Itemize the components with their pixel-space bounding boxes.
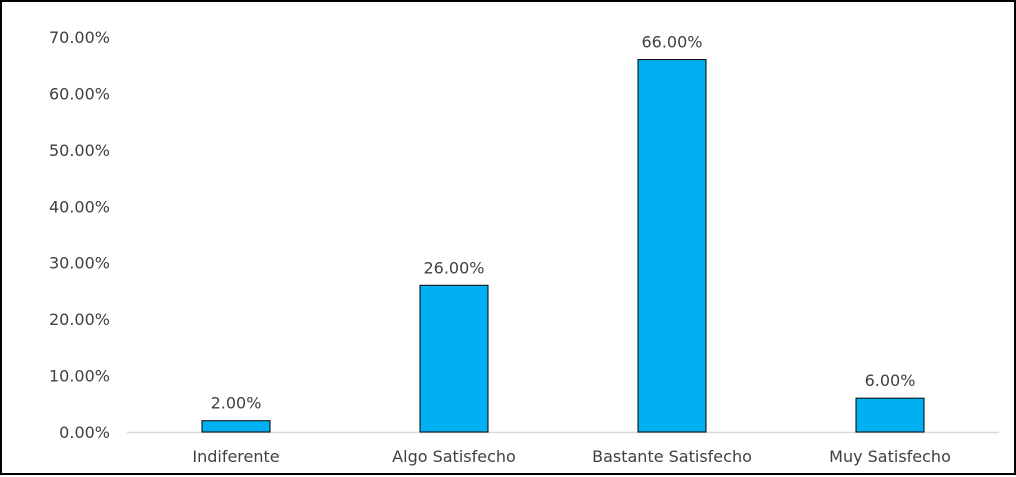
y-tick-label: 30.00% [49, 254, 110, 273]
y-tick-label: 20.00% [49, 310, 110, 329]
y-tick-label: 40.00% [49, 197, 110, 216]
y-axis-ticks: 0.00% 10.00% 20.00% 30.00% 40.00% 50.00% 60.00… [49, 28, 110, 442]
data-label: 26.00% [423, 258, 484, 277]
y-tick-label: 50.00% [49, 141, 110, 160]
bar [419, 284, 489, 433]
x-tick-label: Bastante Satisfecho [592, 447, 752, 466]
x-axis-category-labels: Indiferente Algo Satisfecho Bastante Satis… [192, 447, 950, 466]
x-tick-label: Indiferente [192, 447, 279, 466]
bar [637, 59, 707, 433]
y-tick-label: 70.00% [49, 28, 110, 47]
x-tick-label: Muy Satisfecho [829, 447, 951, 466]
data-label: 66.00% [641, 33, 702, 52]
y-tick-label: 60.00% [49, 84, 110, 103]
bars [201, 59, 925, 433]
bar [855, 397, 925, 433]
data-label: 2.00% [211, 394, 262, 413]
y-tick-label: 0.00% [59, 423, 110, 442]
bar [201, 420, 271, 433]
data-labels: 2.00% 26.00% 66.00% 6.00% [211, 33, 916, 413]
data-label: 6.00% [865, 371, 916, 390]
y-tick-label: 10.00% [49, 367, 110, 386]
x-tick-label: Algo Satisfecho [392, 447, 516, 466]
